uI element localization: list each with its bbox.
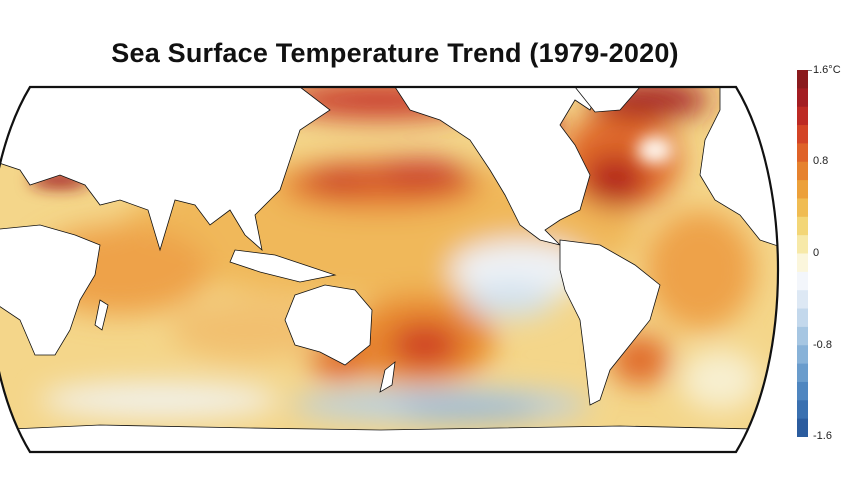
colorbar-swatch	[797, 216, 808, 236]
north-america	[394, 87, 601, 246]
ocean-field	[0, 87, 778, 452]
maritime-asia	[229, 249, 337, 283]
new-zealand	[379, 361, 396, 393]
colorbar-label-min: -1.6	[813, 430, 832, 442]
colorbar-swatch	[797, 271, 808, 291]
colorbar-swatch	[797, 290, 808, 310]
colorbar-swatch	[797, 418, 808, 437]
colorbar-tick-mark	[808, 70, 812, 71]
colorbar-swatch	[797, 308, 808, 328]
colorbar-swatch	[797, 363, 808, 383]
colorbar-label-0: 0	[813, 247, 820, 259]
antarctica	[0, 424, 778, 452]
madagascar	[94, 299, 109, 331]
australia	[284, 284, 373, 366]
colorbar-label-neg-0.8: -0.8	[813, 339, 832, 351]
eurasia	[0, 87, 331, 252]
colorbar-swatch	[797, 198, 808, 218]
colorbar-swatch	[797, 88, 808, 108]
south-america	[559, 239, 661, 406]
colorbar-swatch	[797, 381, 808, 401]
colorbar-label-0.8: 0.8	[813, 155, 829, 167]
colorbar-swatch	[797, 106, 808, 126]
colorbar-swatch	[797, 161, 808, 181]
map-title: Sea Surface Temperature Trend (1979-2020…	[111, 38, 679, 68]
colorbar-swatch	[797, 235, 808, 254]
colorbar	[797, 70, 808, 437]
greenland	[574, 87, 641, 113]
colorbar-swatch	[797, 143, 808, 163]
colorbar-swatch	[797, 345, 808, 365]
colorbar-label-max: 1.6°C	[813, 64, 841, 76]
colorbar-swatch	[797, 253, 808, 273]
colorbar-swatch	[797, 400, 808, 420]
map-frame	[0, 85, 780, 454]
africa	[0, 224, 101, 356]
colorbar-swatch	[797, 180, 808, 199]
colorbar-swatch	[797, 125, 808, 144]
colorbar-swatch	[797, 326, 808, 346]
colorbar-swatch	[797, 70, 808, 89]
